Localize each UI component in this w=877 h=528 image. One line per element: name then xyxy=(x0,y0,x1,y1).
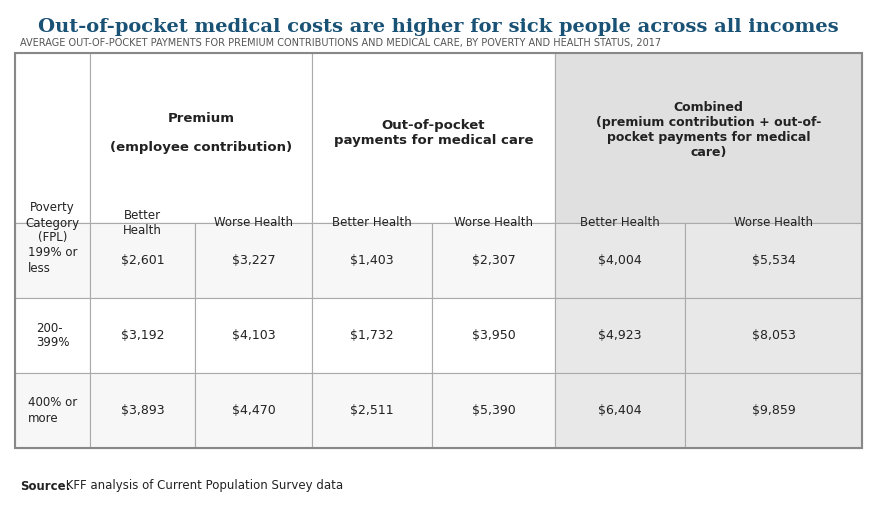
Bar xyxy=(90,298,195,373)
Text: $3,893: $3,893 xyxy=(121,404,164,417)
Bar xyxy=(432,373,555,448)
Text: Poverty
Category
(FPL): Poverty Category (FPL) xyxy=(25,202,80,244)
Bar xyxy=(555,373,685,448)
Bar xyxy=(15,298,90,373)
Bar xyxy=(312,298,432,373)
Text: $3,950: $3,950 xyxy=(472,329,516,342)
Bar xyxy=(90,373,195,448)
Text: Worse Health: Worse Health xyxy=(734,216,813,230)
Text: $2,307: $2,307 xyxy=(472,254,516,267)
Text: Worse Health: Worse Health xyxy=(214,216,293,230)
Text: $3,227: $3,227 xyxy=(232,254,275,267)
Text: 199% or
less: 199% or less xyxy=(28,247,77,275)
Text: Out-of-pocket
payments for medical care: Out-of-pocket payments for medical care xyxy=(334,119,533,147)
Text: $3,192: $3,192 xyxy=(121,329,164,342)
Text: Better Health: Better Health xyxy=(580,216,660,230)
Bar xyxy=(555,298,685,373)
Text: $2,511: $2,511 xyxy=(350,404,394,417)
Bar xyxy=(195,373,312,448)
Text: 400% or
more: 400% or more xyxy=(28,397,77,425)
Text: $4,004: $4,004 xyxy=(598,254,642,267)
Text: Better Health: Better Health xyxy=(332,216,412,230)
Bar xyxy=(432,223,555,298)
Text: Combined
(premium contribution + out-of-
pocket payments for medical
care): Combined (premium contribution + out-of-… xyxy=(595,101,821,159)
Bar xyxy=(555,223,685,298)
Bar xyxy=(312,53,555,223)
Bar xyxy=(90,223,195,298)
Text: $6,404: $6,404 xyxy=(598,404,642,417)
Bar xyxy=(432,298,555,373)
Text: Better
Health: Better Health xyxy=(123,209,162,237)
Text: $1,732: $1,732 xyxy=(350,329,394,342)
Text: Worse Health: Worse Health xyxy=(454,216,533,230)
Bar xyxy=(15,53,90,223)
Text: $9,859: $9,859 xyxy=(752,404,795,417)
Text: $4,103: $4,103 xyxy=(232,329,275,342)
Bar xyxy=(685,373,862,448)
Bar xyxy=(555,53,862,223)
Text: $1,403: $1,403 xyxy=(350,254,394,267)
Bar xyxy=(195,298,312,373)
Bar xyxy=(312,373,432,448)
Bar xyxy=(195,223,312,298)
Text: Premium

(employee contribution): Premium (employee contribution) xyxy=(110,111,292,155)
Text: KFF analysis of Current Population Survey data: KFF analysis of Current Population Surve… xyxy=(62,479,343,493)
Bar xyxy=(685,298,862,373)
Text: Out-of-pocket medical costs are higher for sick people across all incomes: Out-of-pocket medical costs are higher f… xyxy=(38,18,838,36)
Bar xyxy=(15,53,862,448)
Bar xyxy=(15,373,90,448)
Text: AVERAGE OUT-OF-POCKET PAYMENTS FOR PREMIUM CONTRIBUTIONS AND MEDICAL CARE, BY PO: AVERAGE OUT-OF-POCKET PAYMENTS FOR PREMI… xyxy=(20,38,661,48)
Bar xyxy=(685,223,862,298)
Text: $4,470: $4,470 xyxy=(232,404,275,417)
Text: $5,534: $5,534 xyxy=(752,254,795,267)
Text: Source:: Source: xyxy=(20,479,70,493)
Text: $2,601: $2,601 xyxy=(121,254,164,267)
Text: $5,390: $5,390 xyxy=(472,404,516,417)
Text: 200-
399%: 200- 399% xyxy=(36,322,69,350)
Bar xyxy=(15,223,90,298)
Bar xyxy=(312,223,432,298)
Text: $8,053: $8,053 xyxy=(752,329,795,342)
Bar xyxy=(90,53,312,223)
Text: $4,923: $4,923 xyxy=(598,329,642,342)
